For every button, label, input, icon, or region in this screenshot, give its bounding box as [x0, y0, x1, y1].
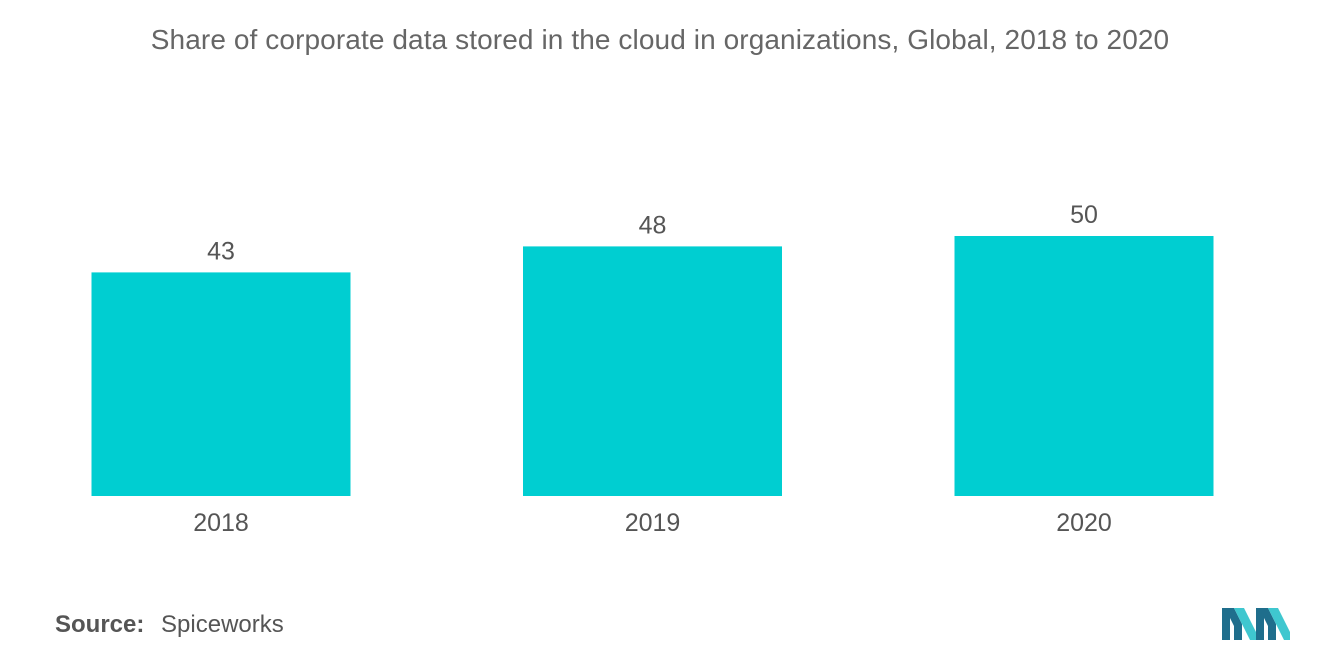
x-tick-label-2019: 2019 [625, 509, 681, 537]
data-label-2020: 50 [1070, 201, 1098, 229]
data-label-2019: 48 [639, 211, 667, 239]
x-tick-label-2020: 2020 [1056, 509, 1112, 537]
bar-2018 [91, 272, 351, 496]
data-label-2018: 43 [207, 237, 235, 265]
bar-2020 [954, 236, 1214, 496]
bar-chart: 43 48 50 2018 2019 2020 [91, 201, 1214, 537]
source-label: Source: [55, 611, 145, 638]
data-labels-layer: 43 48 50 [207, 201, 1098, 265]
chart-title: Share of corporate data stored in the cl… [150, 24, 1170, 55]
mordor-intelligence-logo-icon [1222, 608, 1290, 640]
x-axis-tick-labels: 2018 2019 2020 [193, 509, 1112, 537]
x-tick-label-2018: 2018 [193, 509, 249, 537]
bars-layer [91, 236, 1214, 496]
source-note: Source: Spiceworks [55, 611, 284, 639]
bar-2019 [523, 246, 782, 496]
source-value: Spiceworks [161, 611, 284, 638]
